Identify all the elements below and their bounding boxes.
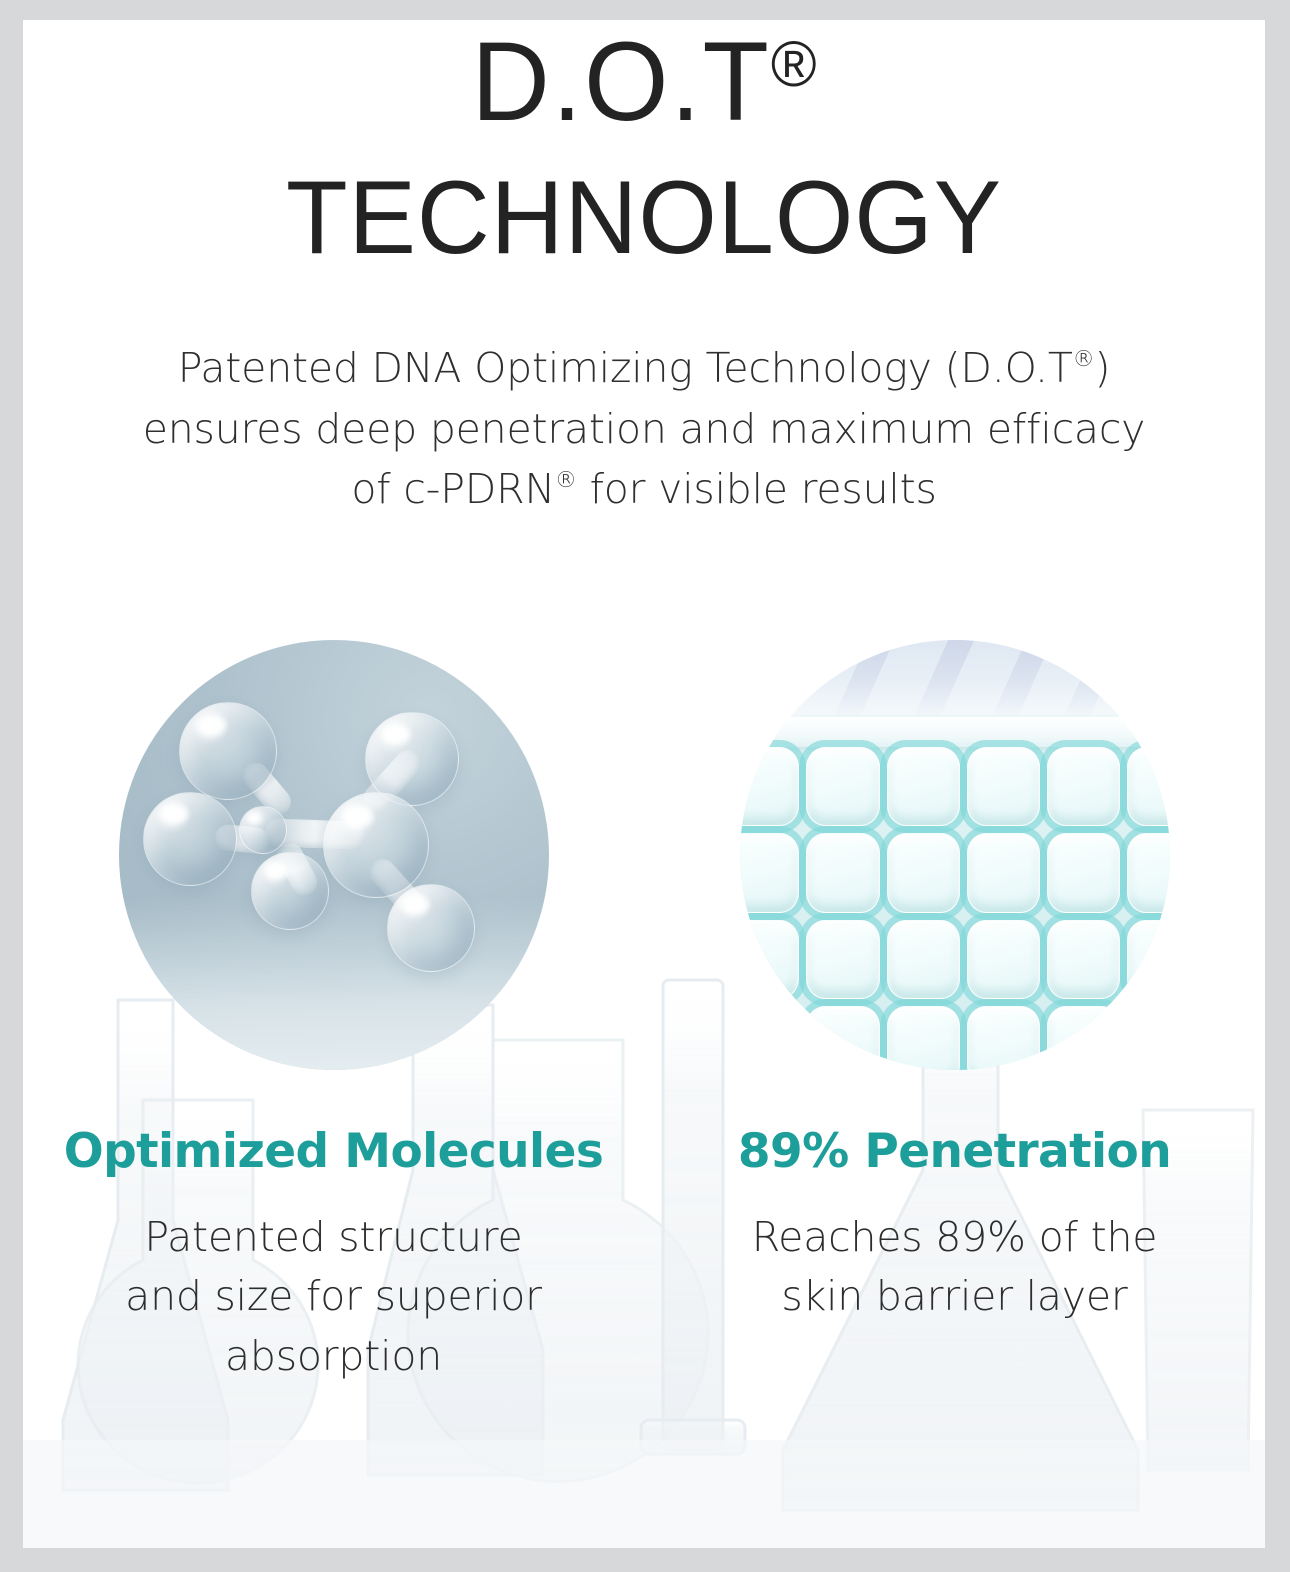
- molecule-sphere-bottom: [250, 852, 329, 930]
- barrier-streak: [989, 640, 1052, 722]
- registered-mark-icon: ®: [770, 28, 817, 100]
- feature-body: Patented structure and size for superior…: [125, 1208, 542, 1386]
- barrier-top-band: [739, 640, 1170, 722]
- barrier-cell: [739, 747, 800, 827]
- registered-mark-icon: ®: [554, 468, 577, 494]
- subtitle-line-1-close: ): [1094, 344, 1111, 392]
- barrier-cell: [1126, 747, 1170, 827]
- page-title-line-2: TECHNOLOGY: [286, 160, 1002, 276]
- molecule-sphere-bottom-right: [386, 884, 475, 972]
- barrier-cell: [1046, 747, 1120, 827]
- barrier-cell: [966, 1005, 1040, 1070]
- barrier-cell: [739, 833, 800, 913]
- subtitle-line-3-tail: for visible results: [576, 465, 937, 514]
- subtitle-line-1: Patented DNA Optimizing Technology (D.O.…: [23, 338, 1265, 399]
- feature-body-line: Patented structure: [144, 1212, 523, 1261]
- feature-body-line: skin barrier layer: [781, 1272, 1128, 1321]
- molecule-sphere-hub: [238, 806, 287, 854]
- barrier-streak: [761, 640, 824, 722]
- feature-column-optimized-molecules: Optimized Molecules Patented structure a…: [23, 640, 644, 1386]
- barrier-gloss-line: [739, 717, 1170, 748]
- barrier-streak: [831, 640, 894, 722]
- subtitle-line-2: ensures deep penetration and maximum eff…: [142, 404, 1146, 453]
- title-block: D.O.T® TECHNOLOGY: [23, 20, 1265, 276]
- barrier-cell: [966, 919, 1040, 999]
- subtitle-line-3: of c-PDRN® for visible results: [23, 459, 1265, 520]
- subtitle: Patented DNA Optimizing Technology (D.O.…: [23, 338, 1265, 520]
- feature-columns: Optimized Molecules Patented structure a…: [23, 640, 1265, 1386]
- barrier-cell-lattice: [739, 743, 1170, 1070]
- barrier-cell: [886, 1005, 960, 1070]
- barrier-cell: [806, 833, 880, 913]
- barrier-cell: [966, 747, 1040, 827]
- content-panel: D.O.T® TECHNOLOGY Patented DNA Optimizin…: [23, 20, 1265, 1548]
- subtitle-line-3-text: of c-PDRN: [351, 465, 555, 514]
- optimized-molecule-illustration: [118, 640, 549, 1070]
- molecule-sphere-left: [142, 792, 237, 886]
- barrier-cell: [739, 1005, 800, 1070]
- barrier-streak: [911, 640, 974, 722]
- barrier-cell: [739, 919, 800, 999]
- barrier-cell: [886, 919, 960, 999]
- barrier-cell: [1126, 1005, 1170, 1070]
- registered-mark-icon: ®: [1072, 347, 1095, 372]
- barrier-cell: [806, 1005, 880, 1070]
- molecule-floor-reflection: [118, 898, 549, 1070]
- barrier-cell: [886, 747, 960, 827]
- subtitle-line-1-text: Patented DNA Optimizing Technology (D.O.…: [177, 344, 1073, 392]
- barrier-cell: [1126, 919, 1170, 999]
- feature-heading: Optimized Molecules: [63, 1124, 604, 1179]
- barrier-cell: [1046, 919, 1120, 999]
- barrier-cell: [1046, 1005, 1120, 1070]
- feature-body-line: absorption: [224, 1331, 442, 1380]
- molecule-sphere-center: [322, 792, 429, 898]
- barrier-cell: [886, 833, 960, 913]
- barrier-cell: [966, 833, 1040, 913]
- molecule-sphere-top-right: [364, 712, 459, 806]
- page-title-line-1: D.O.T®: [42, 20, 1247, 138]
- barrier-cell: [806, 747, 880, 827]
- molecule-sphere-top-left: [178, 702, 277, 800]
- barrier-streak: [1061, 640, 1124, 722]
- feature-body-line: and size for superior: [125, 1272, 542, 1321]
- title-dot-text: D.O.T: [471, 20, 771, 144]
- feature-heading: 89% Penetration: [737, 1124, 1172, 1179]
- feature-body-line: Reaches 89% of the: [751, 1212, 1158, 1261]
- feature-column-penetration: 89% Penetration Reaches 89% of the skin …: [644, 640, 1265, 1386]
- barrier-cell: [1126, 833, 1170, 913]
- barrier-cell: [1046, 833, 1120, 913]
- feature-body: Reaches 89% of the skin barrier layer: [752, 1208, 1158, 1327]
- skin-barrier-lattice-illustration: [739, 640, 1170, 1070]
- barrier-cell: [806, 919, 880, 999]
